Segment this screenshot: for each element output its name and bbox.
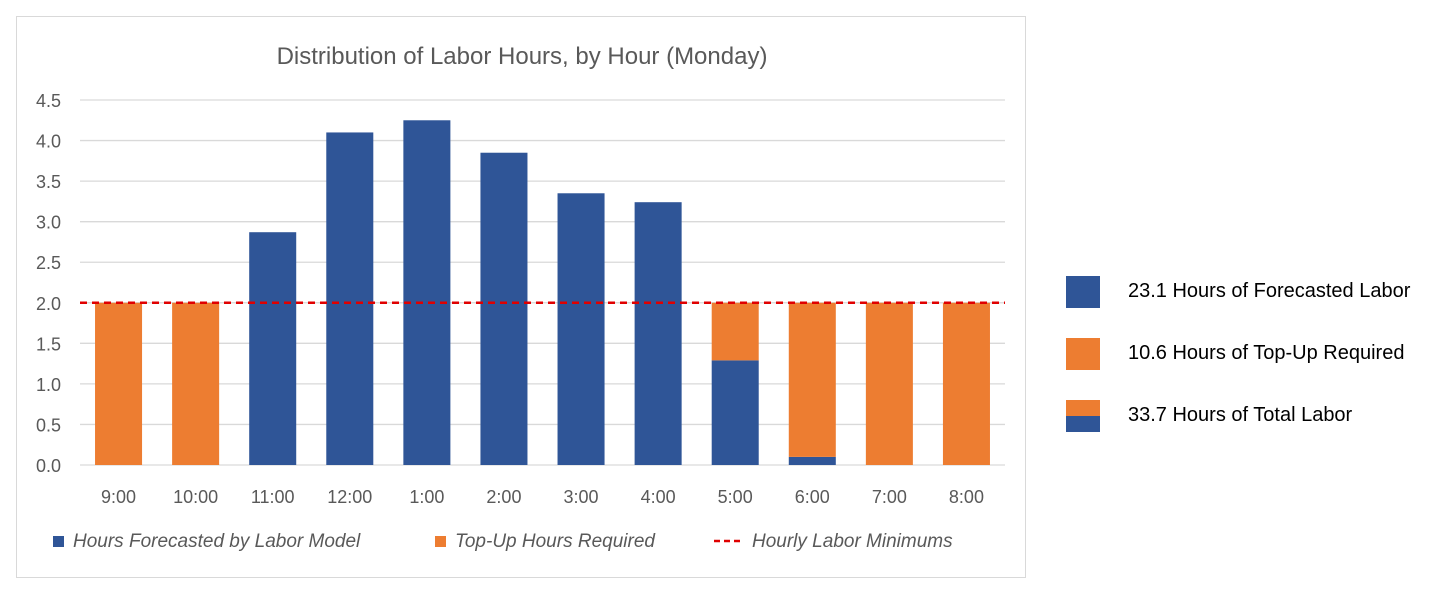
x-tick-label: 8:00 [949, 487, 984, 507]
x-tick-label: 11:00 [251, 487, 295, 507]
legend-topup-swatch [435, 536, 446, 547]
summary-topup: 10.6 Hours of Top-Up Required [1066, 338, 1446, 400]
x-tick-label: 12:00 [327, 487, 372, 507]
x-tick-label: 1:00 [409, 487, 444, 507]
legend-minimum-label: Hourly Labor Minimums [752, 531, 953, 552]
x-tick-label: 10:00 [173, 487, 218, 507]
y-tick-label: 0.5 [36, 415, 61, 435]
y-tick-label: 4.5 [36, 91, 61, 111]
y-tick-label: 3.0 [36, 213, 61, 233]
legend-forecast-label: Hours Forecasted by Labor Model [73, 531, 361, 552]
y-tick-label: 1.0 [36, 375, 61, 395]
total-swatch [1066, 400, 1100, 432]
summary-legend: 23.1 Hours of Forecasted Labor 10.6 Hour… [1066, 276, 1446, 462]
forecast-bar [326, 132, 374, 465]
y-tick-label: 2.0 [36, 294, 61, 314]
legend-topup-label: Top-Up Hours Required [455, 531, 656, 552]
forecast-bar [403, 120, 451, 466]
summary-topup-label: 10.6 Hours of Top-Up Required [1128, 342, 1405, 364]
x-tick-label: 6:00 [795, 487, 830, 507]
y-tick-label: 3.5 [36, 172, 61, 192]
y-tick-label: 4.0 [36, 132, 61, 152]
legend-forecast-swatch [53, 536, 64, 547]
topup-bar [711, 302, 759, 361]
summary-forecast-label: 23.1 Hours of Forecasted Labor [1128, 280, 1411, 302]
topup-bar [788, 302, 836, 457]
topup-bar [942, 302, 990, 465]
y-tick-label: 2.5 [36, 253, 61, 273]
summary-forecast: 23.1 Hours of Forecasted Labor [1066, 276, 1446, 338]
topup-bar [172, 302, 220, 465]
x-tick-label: 4:00 [641, 487, 676, 507]
x-tick-label: 7:00 [872, 487, 907, 507]
summary-total-label: 33.7 Hours of Total Labor [1128, 404, 1353, 426]
x-tick-label: 3:00 [564, 487, 599, 507]
topup-swatch [1066, 338, 1100, 370]
x-tick-label: 9:00 [101, 487, 136, 507]
chart-title: Distribution of Labor Hours, by Hour (Mo… [277, 43, 768, 70]
x-tick-label: 2:00 [486, 487, 521, 507]
topup-bar [95, 302, 143, 465]
forecast-bar [788, 456, 836, 465]
y-tick-label: 0.0 [36, 456, 61, 476]
forecast-bar [711, 360, 759, 465]
forecast-bar [249, 232, 297, 465]
summary-total: 33.7 Hours of Total Labor [1066, 400, 1446, 462]
y-tick-label: 1.5 [36, 334, 61, 354]
forecast-bar [480, 152, 528, 465]
labor-hours-chart: Distribution of Labor Hours, by Hour (Mo… [36, 43, 1005, 552]
chart-frame: Distribution of Labor Hours, by Hour (Mo… [16, 16, 1026, 578]
forecast-swatch [1066, 276, 1100, 308]
forecast-bar [557, 193, 605, 465]
x-tick-label: 5:00 [718, 487, 753, 507]
topup-bar [865, 302, 913, 465]
forecast-bar [634, 202, 682, 465]
